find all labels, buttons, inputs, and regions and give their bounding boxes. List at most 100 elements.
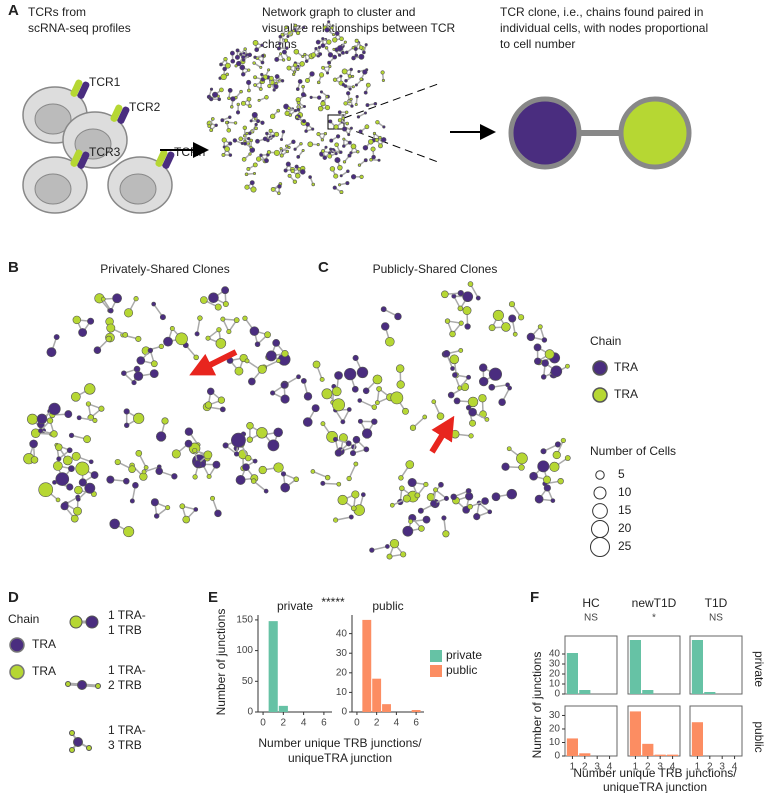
node xyxy=(245,131,249,136)
node xyxy=(449,330,456,338)
node xyxy=(287,106,291,110)
node xyxy=(320,138,324,142)
node xyxy=(311,127,315,131)
node xyxy=(363,90,368,95)
node xyxy=(295,115,299,119)
node xyxy=(351,385,359,393)
x-tick-label: 2 xyxy=(281,718,287,729)
node xyxy=(296,67,300,71)
bar xyxy=(382,704,391,712)
node xyxy=(122,332,129,338)
facet-title: private xyxy=(752,651,766,687)
tcr-chain xyxy=(162,151,175,169)
node xyxy=(468,407,477,417)
node xyxy=(353,461,359,467)
node xyxy=(343,84,348,88)
node xyxy=(473,513,481,521)
node xyxy=(329,138,334,143)
node xyxy=(184,427,194,436)
node xyxy=(242,125,248,131)
node xyxy=(222,301,229,308)
node xyxy=(83,435,91,444)
node xyxy=(73,506,82,516)
node xyxy=(274,57,280,62)
node xyxy=(29,439,38,449)
node xyxy=(354,53,359,58)
node xyxy=(378,143,383,149)
node xyxy=(252,40,259,46)
node xyxy=(310,52,317,58)
node xyxy=(240,141,244,145)
node xyxy=(478,376,489,387)
node xyxy=(217,97,222,102)
node xyxy=(534,357,542,365)
node xyxy=(540,374,547,380)
node xyxy=(373,102,378,106)
legend-label: TRA xyxy=(32,664,56,678)
node xyxy=(501,322,511,332)
node xyxy=(345,181,350,186)
node xyxy=(228,141,233,146)
node xyxy=(70,514,79,523)
node xyxy=(465,488,472,494)
node xyxy=(347,153,352,158)
bar xyxy=(372,678,382,712)
motif xyxy=(65,615,101,753)
node xyxy=(284,25,288,30)
node xyxy=(444,318,451,324)
node xyxy=(452,372,458,378)
node xyxy=(207,124,212,128)
panel-title: Publicly-Shared Clones xyxy=(373,262,498,276)
node xyxy=(267,439,280,452)
node xyxy=(369,547,375,553)
node xyxy=(385,336,395,347)
node xyxy=(247,52,253,58)
node xyxy=(281,49,287,55)
node xyxy=(219,87,224,93)
node xyxy=(230,105,234,109)
node xyxy=(92,417,98,423)
node xyxy=(362,69,368,75)
motif-label: 1 TRB xyxy=(108,623,142,637)
node xyxy=(484,417,490,422)
node xyxy=(209,128,214,132)
node xyxy=(346,91,351,96)
node xyxy=(332,54,338,60)
node xyxy=(450,366,455,371)
panel-frame xyxy=(564,705,618,757)
node xyxy=(280,381,288,389)
node xyxy=(343,40,347,44)
node xyxy=(305,78,310,83)
node xyxy=(488,324,496,332)
node xyxy=(233,317,240,324)
node xyxy=(442,530,450,538)
node xyxy=(265,350,277,362)
node xyxy=(297,167,302,171)
node xyxy=(316,95,322,100)
node xyxy=(316,143,320,147)
node xyxy=(478,394,487,403)
bar xyxy=(704,692,716,694)
node xyxy=(441,290,449,299)
legend-label: 5 xyxy=(618,467,625,481)
node xyxy=(430,500,438,508)
node xyxy=(337,53,342,57)
node xyxy=(169,326,175,331)
node xyxy=(252,61,256,65)
node xyxy=(282,58,286,62)
node xyxy=(228,153,233,157)
node xyxy=(124,422,130,428)
node xyxy=(362,50,366,55)
node xyxy=(206,387,215,396)
node xyxy=(257,364,267,374)
node xyxy=(133,371,144,381)
node xyxy=(240,100,246,106)
panel-frame xyxy=(689,705,743,757)
node xyxy=(235,110,241,115)
node xyxy=(350,505,357,512)
node xyxy=(224,146,230,152)
legend-title: Chain xyxy=(8,612,39,626)
facet-title: HC xyxy=(582,596,600,610)
node xyxy=(287,173,292,178)
bar xyxy=(579,690,591,694)
